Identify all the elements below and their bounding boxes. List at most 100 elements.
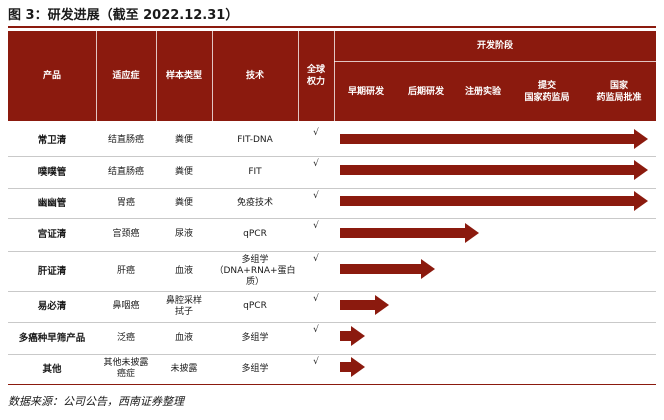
cell-product: 幽幽管: [37, 197, 67, 209]
arrow-head: [465, 223, 479, 243]
header-product: 产品: [42, 71, 61, 81]
cell-sample: 粪便: [174, 135, 193, 145]
stage-progress-arrow: [340, 129, 648, 149]
arrow-shaft: [340, 264, 421, 274]
row-divider: [8, 354, 656, 355]
cell-indication: 鼻咽癌: [112, 301, 140, 311]
stage-progress-arrow: [340, 295, 389, 315]
cell-indication: 胃癌: [116, 197, 135, 208]
cell-technology: FIT-DNA: [237, 135, 273, 145]
header-stage-early: 早期研发: [347, 86, 384, 97]
table-row: 幽幽管 胃癌 粪便 免疫技术 √: [8, 188, 656, 218]
table-row: 肝证清 肝癌 血液 多组学 （DNA+RNA+蛋白 质） √: [8, 251, 656, 291]
table-row: 多癌种早筛产品 泛癌 血液 多组学 √: [8, 322, 656, 354]
header-stage-late: 后期研发: [407, 86, 444, 97]
cell-rights: √: [313, 191, 319, 201]
row-divider: [8, 291, 656, 292]
header-divider: [212, 31, 213, 121]
table-row: 噗噗管 结直肠癌 粪便 FIT √: [8, 156, 656, 188]
header-divider: [156, 31, 157, 121]
cell-technology: FIT: [248, 166, 262, 177]
cell-indication: 肝癌: [116, 265, 135, 276]
cell-technology: 多组学 （DNA+RNA+蛋白 质）: [214, 254, 296, 287]
source-note: 数据来源：公司公告，西南证券整理: [8, 395, 184, 408]
header-divider: [96, 31, 97, 121]
cell-indication: 宫颈癌: [112, 229, 140, 239]
table-row: 易必清 鼻咽癌 鼻腔采样 拭子 qPCR √: [8, 291, 656, 322]
stage-progress-arrow: [340, 223, 479, 243]
cell-technology: 多组学: [241, 363, 269, 374]
header-stage-group: 开发阶段: [476, 41, 513, 51]
row-divider: [8, 188, 656, 189]
stage-progress-arrow: [340, 259, 435, 279]
header-technology: 技术: [245, 71, 264, 81]
arrow-head: [351, 357, 365, 377]
cell-rights: √: [313, 357, 319, 367]
arrow-head: [634, 129, 648, 149]
arrow-head: [351, 326, 365, 346]
header-stage-registration: 注册实验: [464, 86, 501, 97]
cell-indication: 泛癌: [116, 332, 135, 343]
cell-technology: 免疫技术: [236, 197, 273, 208]
header-sample: 样本类型: [165, 71, 202, 81]
arrow-shaft: [340, 331, 351, 341]
arrow-shaft: [340, 134, 634, 144]
arrow-shaft: [340, 300, 375, 310]
cell-product: 易必清: [37, 301, 67, 312]
table-row: 常卫清 结直肠癌 粪便 FIT-DNA √: [8, 125, 656, 156]
header-divider: [334, 31, 335, 121]
figure-title: 图 3：研发进展（截至 2022.12.31）: [8, 8, 239, 23]
cell-technology: qPCR: [243, 229, 267, 239]
cell-product: 噗噗管: [37, 166, 67, 178]
arrow-head: [375, 295, 389, 315]
header-stage-approved: 国家 药监局批准: [596, 80, 642, 103]
cell-indication: 结直肠癌: [107, 135, 144, 145]
cell-technology: 多组学: [241, 332, 269, 343]
arrow-shaft: [340, 165, 634, 175]
row-divider: [8, 251, 656, 252]
cell-rights: √: [313, 159, 319, 169]
cell-rights: √: [313, 128, 319, 138]
table-header: 产品 适应症 样本类型 技术 全球 权力 开发阶段 早期研发 后期研发 注册实验…: [8, 31, 656, 121]
arrow-shaft: [340, 228, 465, 238]
row-divider: [8, 322, 656, 323]
header-stage-submitted: 提交 国家药监局: [524, 80, 570, 103]
cell-technology: qPCR: [243, 301, 267, 311]
cell-sample: 未披露: [170, 363, 198, 374]
cell-product: 其他: [42, 363, 62, 375]
stage-progress-arrow: [340, 357, 365, 377]
cell-product: 肝证清: [37, 265, 67, 277]
table-row: 宫证清 宫颈癌 尿液 qPCR √: [8, 218, 656, 251]
cell-product: 常卫清: [37, 135, 67, 146]
row-divider: [8, 156, 656, 157]
table-row: 其他 其他未披露 癌症 未披露 多组学 √: [8, 354, 656, 384]
stage-progress-arrow: [340, 326, 365, 346]
cell-sample: 鼻腔采样 拭子: [165, 295, 202, 317]
header-indication: 适应症: [112, 71, 140, 81]
header-rights: 全球 权力: [306, 65, 325, 87]
row-divider: [8, 218, 656, 219]
table-bottom-rule: [8, 384, 656, 385]
cell-rights: √: [313, 325, 319, 335]
arrow-head: [421, 259, 435, 279]
cell-sample: 尿液: [174, 229, 193, 239]
arrow-head: [634, 191, 648, 211]
stage-progress-arrow: [340, 160, 648, 180]
cell-rights: √: [313, 221, 319, 231]
arrow-shaft: [340, 196, 634, 206]
cell-sample: 血液: [174, 265, 193, 276]
cell-product: 宫证清: [37, 229, 67, 240]
header-stage-divider: [334, 61, 656, 62]
arrow-shaft: [340, 362, 351, 372]
stage-progress-arrow: [340, 191, 648, 211]
cell-product: 多癌种早筛产品: [18, 332, 86, 344]
cell-sample: 粪便: [174, 197, 193, 208]
cell-sample: 血液: [174, 332, 193, 343]
cell-indication: 其他未披露 癌症: [103, 358, 149, 379]
cell-indication: 结直肠癌: [107, 166, 144, 177]
arrow-head: [634, 160, 648, 180]
header-divider: [298, 31, 299, 121]
cell-rights: √: [313, 254, 319, 264]
cell-sample: 粪便: [174, 166, 193, 177]
cell-rights: √: [313, 294, 319, 304]
